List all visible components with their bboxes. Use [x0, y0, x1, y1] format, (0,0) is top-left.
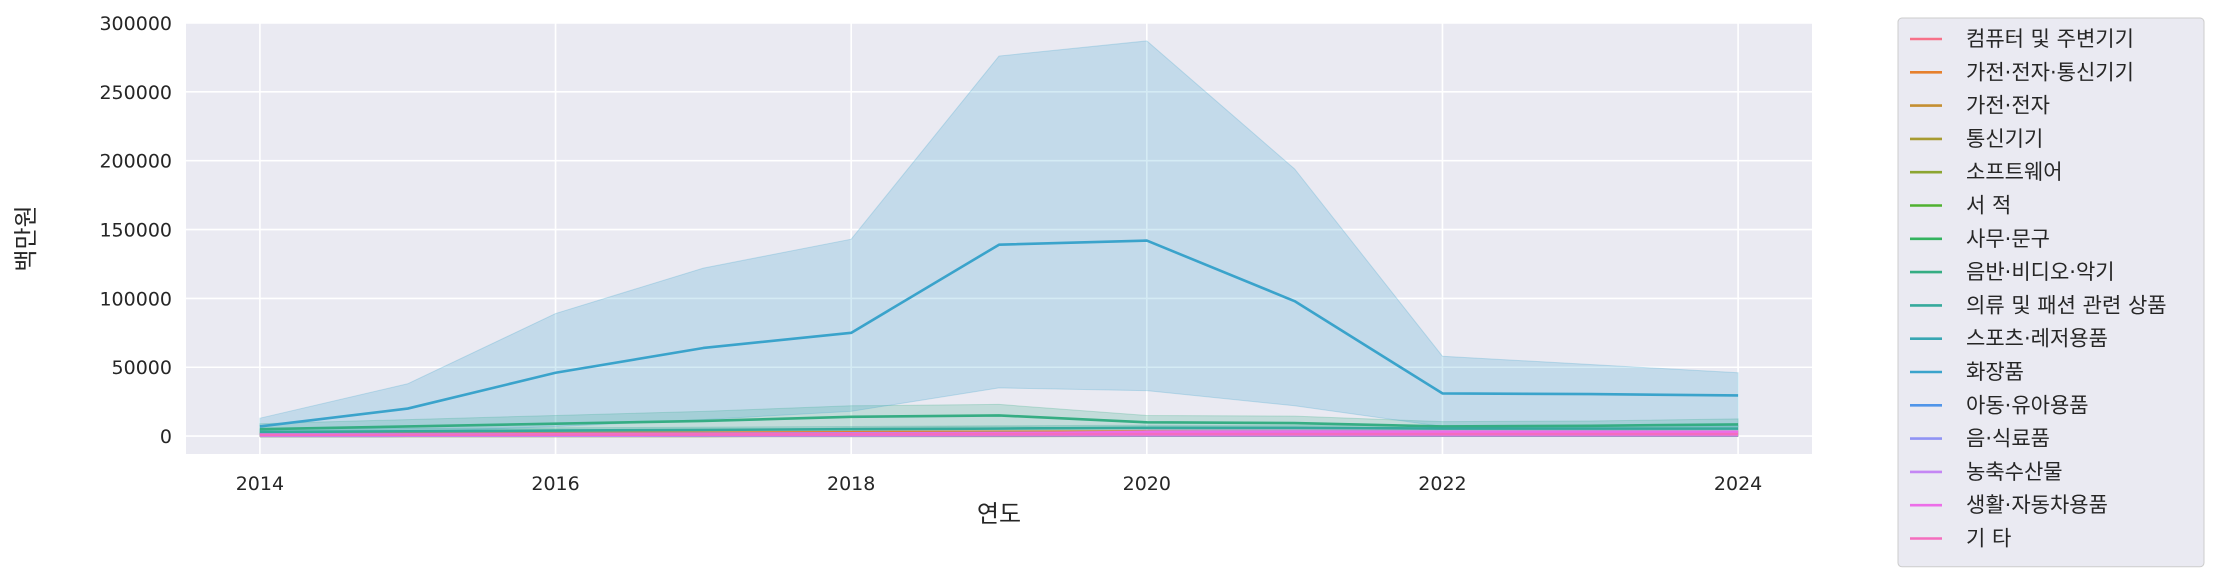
x-axis-ticks: 2014 2016 2018 2020 2022 2024 — [236, 473, 1763, 495]
y-tick-label: 50000 — [112, 357, 172, 379]
y-tick-label: 250000 — [99, 82, 172, 104]
x-axis-label: 연도 — [977, 500, 1021, 528]
series-line — [259, 432, 1739, 437]
legend-item-label: 음반·비디오·악기 — [1966, 260, 2115, 284]
legend-item-label: 소프트웨어 — [1966, 160, 2063, 184]
legend-item-label: 가전·전자 — [1966, 94, 2050, 118]
series-lines — [259, 239, 1739, 438]
x-tick-label: 2022 — [1418, 473, 1466, 495]
x-tick-label: 2014 — [236, 473, 284, 495]
legend-item-label: 생활·자동차용품 — [1966, 493, 2108, 517]
legend-item-label: 화장품 — [1966, 360, 2024, 384]
legend-item-label: 통신기기 — [1966, 127, 2043, 151]
x-tick-label: 2016 — [531, 473, 579, 495]
y-axis-ticks: 0 50000 100000 150000 200000 250000 300000 — [99, 13, 172, 448]
legend-item-label: 음·식료품 — [1966, 427, 2050, 451]
y-tick-label: 200000 — [99, 151, 172, 173]
y-tick-label: 150000 — [99, 220, 172, 242]
x-tick-label: 2024 — [1714, 473, 1762, 495]
legend-item-label: 사무·문구 — [1966, 227, 2050, 251]
series-line — [259, 426, 1739, 434]
legend-item-label: 가전·전자·통신기기 — [1966, 60, 2134, 84]
legend-item-label: 농축수산물 — [1966, 460, 2063, 484]
legend-item-label: 서 적 — [1966, 194, 2011, 218]
series-line — [259, 414, 1739, 431]
plot-area — [186, 23, 1812, 454]
series-line — [259, 239, 1739, 428]
y-axis-label: 백만원 — [12, 205, 40, 271]
x-tick-label: 2020 — [1123, 473, 1171, 495]
x-tick-label: 2018 — [827, 473, 875, 495]
legend-frame — [1897, 17, 2205, 568]
legend-item-label: 스포츠·레저용품 — [1966, 327, 2108, 351]
y-tick-label: 300000 — [99, 13, 172, 35]
legend-item-label: 기 타 — [1966, 527, 2011, 551]
y-tick-label: 0 — [160, 426, 172, 448]
legend-item-label: 컴퓨터 및 주변기기 — [1966, 27, 2134, 51]
legend-item-label: 아동·유아용품 — [1966, 393, 2089, 417]
legend-item-label: 의류 및 패션 관련 상품 — [1966, 293, 2167, 317]
y-tick-label: 100000 — [99, 288, 172, 310]
